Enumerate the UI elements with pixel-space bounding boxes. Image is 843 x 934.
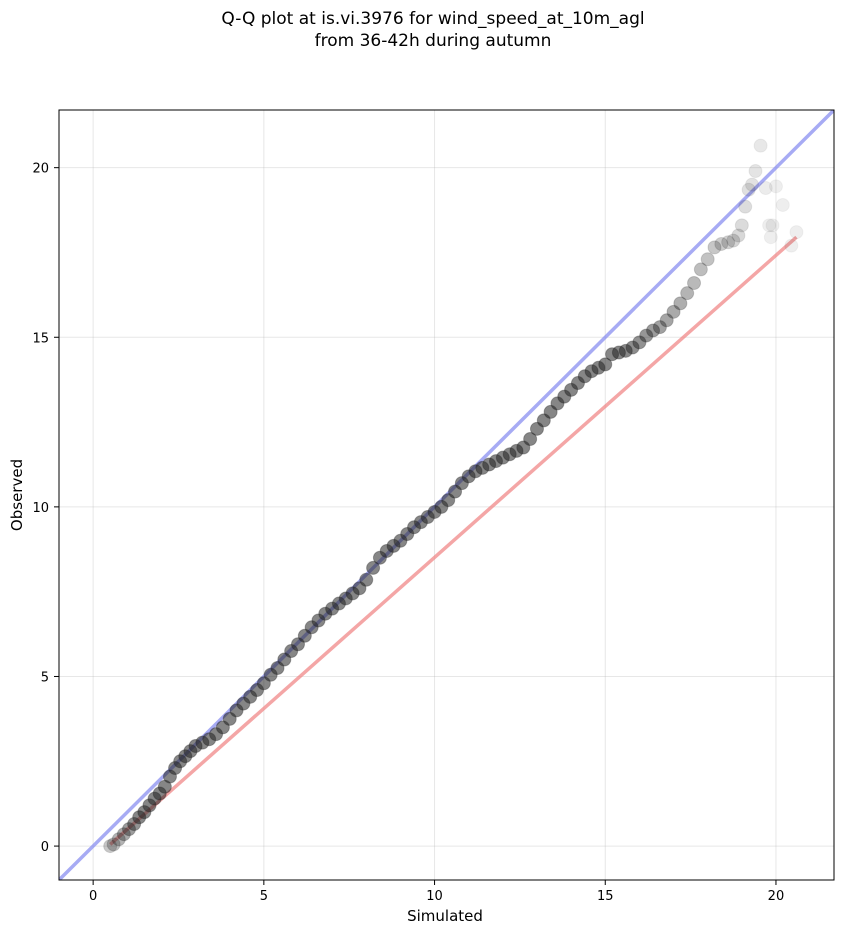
- data-point: [775, 197, 790, 212]
- axis-ticks: 0 5 10 15 20 0 5 10 15 20: [32, 162, 784, 904]
- y-tick-label: 15: [32, 331, 49, 346]
- grid-lines: [59, 110, 834, 880]
- data-point: [103, 839, 118, 854]
- data-point: [366, 560, 381, 575]
- data-point: [652, 320, 667, 335]
- data-point: [111, 832, 126, 847]
- data-point: [738, 199, 753, 214]
- x-tick-label: 15: [597, 889, 614, 904]
- x-axis-label: Simulated: [407, 907, 483, 925]
- x-tick-label: 20: [768, 889, 785, 904]
- data-point: [632, 335, 647, 350]
- data-point: [116, 827, 131, 842]
- data-point: [707, 240, 722, 255]
- data-point: [784, 238, 799, 253]
- data-point: [680, 286, 695, 301]
- data-point: [693, 262, 708, 277]
- y-tick-label: 20: [32, 162, 49, 177]
- data-point: [731, 228, 746, 243]
- y-tick-label: 10: [32, 501, 49, 516]
- data-point: [700, 252, 715, 267]
- data-point: [121, 822, 136, 837]
- data-point: [659, 313, 674, 328]
- chart-title-line-1: Q-Q plot at is.vi.3976 for wind_speed_at…: [221, 9, 645, 29]
- x-tick-label: 10: [426, 889, 443, 904]
- data-point: [639, 328, 654, 343]
- data-point: [721, 235, 736, 250]
- chart-title-line-2: from 36-42h during autumn: [314, 31, 552, 51]
- data-point: [687, 275, 702, 290]
- data-point: [714, 236, 729, 251]
- fit-line: [109, 235, 798, 846]
- y-axis-label: Observed: [8, 459, 26, 531]
- data-point: [789, 225, 804, 240]
- plot-frame: [58, 109, 835, 881]
- scatter-points: [103, 138, 804, 854]
- data-point: [768, 179, 783, 194]
- data-point: [741, 182, 756, 197]
- data-point: [753, 138, 768, 153]
- data-point: [523, 432, 538, 447]
- x-tick-label: 0: [89, 889, 97, 904]
- y-tick-label: 0: [41, 840, 49, 855]
- data-point: [673, 296, 688, 311]
- data-point: [726, 233, 741, 248]
- data-point: [106, 837, 121, 852]
- data-point: [745, 177, 760, 192]
- data-point: [734, 218, 749, 233]
- data-point: [646, 323, 661, 338]
- x-tick-label: 5: [260, 889, 268, 904]
- data-point: [765, 218, 780, 233]
- data-point: [666, 304, 681, 319]
- y-tick-label: 5: [41, 670, 49, 685]
- data-point: [625, 340, 640, 355]
- data-point: [763, 230, 778, 245]
- data-point: [598, 357, 613, 372]
- data-point: [359, 572, 374, 587]
- fit-line-group: [109, 235, 798, 846]
- data-point: [762, 218, 777, 233]
- data-point: [748, 164, 763, 179]
- data-point: [758, 181, 773, 196]
